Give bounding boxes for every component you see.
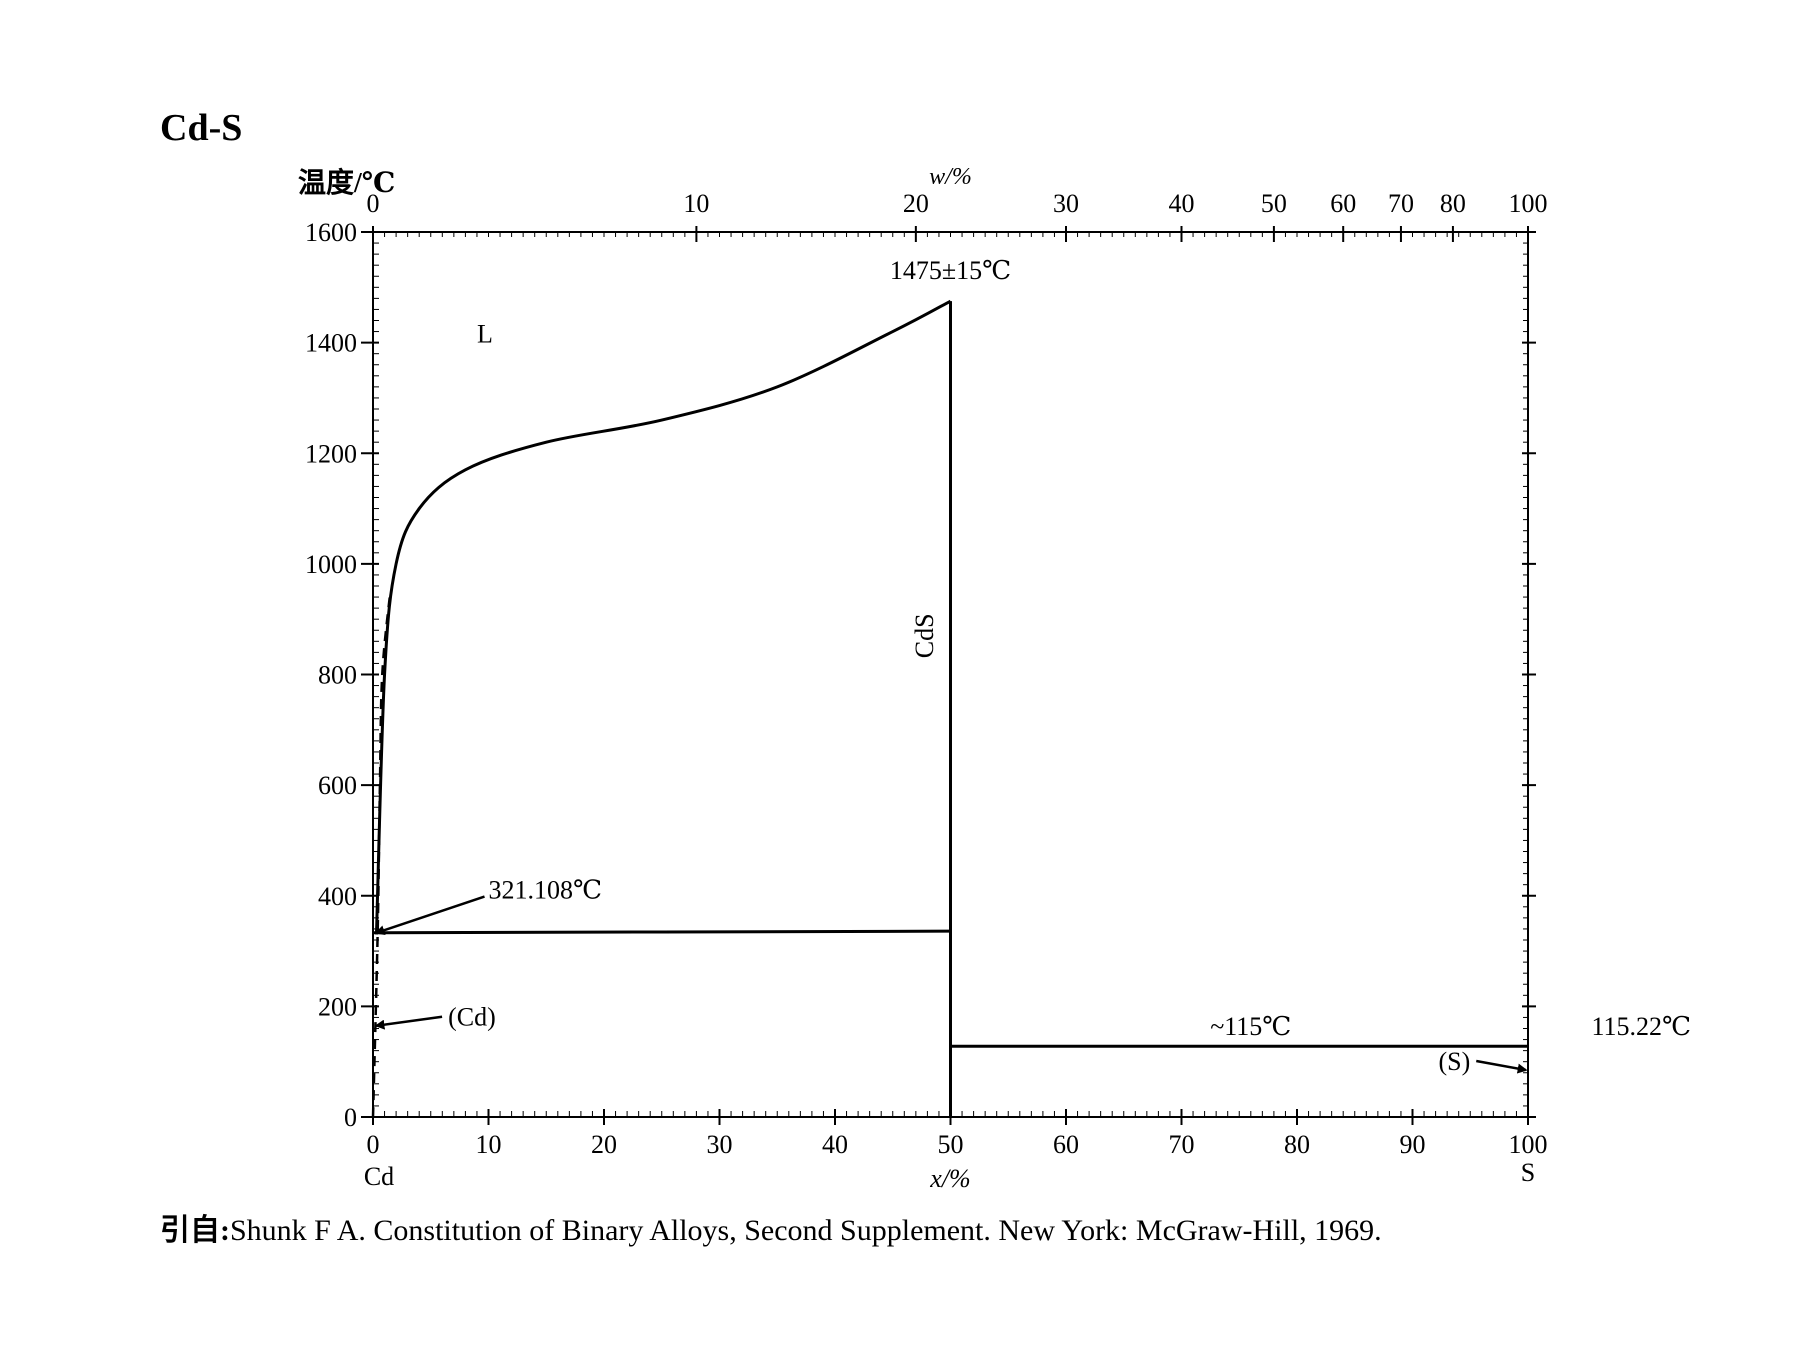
- annotation-arrow: [374, 1015, 443, 1030]
- x-end-label-left: Cd: [364, 1162, 394, 1191]
- liquidus-line: [374, 299, 952, 935]
- label-cd-phase: (Cd): [448, 1003, 496, 1032]
- x2-tick-label: 70: [1388, 189, 1414, 218]
- chart-title: Cd-S: [160, 107, 243, 149]
- annotation-arrow: [1476, 1059, 1528, 1074]
- y-tick-label: 1600: [305, 218, 357, 247]
- x-tick-label: 20: [591, 1130, 617, 1159]
- x2-axis-label: w/%: [929, 164, 972, 190]
- x-tick-label: 40: [822, 1130, 848, 1159]
- x2-tick-label: 40: [1169, 189, 1195, 218]
- x-tick-label: 30: [707, 1130, 733, 1159]
- x-axis-label: x/%: [929, 1164, 970, 1193]
- x2-tick-label: 10: [683, 189, 709, 218]
- y-tick-label: 400: [318, 882, 357, 911]
- citation-text: Shunk F A. Constitution of Binary Alloys…: [230, 1214, 1382, 1247]
- x2-tick-label: 100: [1509, 189, 1548, 218]
- y-tick-label: 200: [318, 992, 357, 1021]
- label-l: L: [477, 320, 493, 349]
- y-tick-label: 1400: [305, 329, 357, 358]
- y-tick-label: 0: [344, 1103, 357, 1132]
- x-end-label-right: S: [1521, 1158, 1535, 1187]
- label-s-phase: (S): [1438, 1047, 1470, 1076]
- y-tick-label: 1000: [305, 550, 357, 579]
- x2-tick-label: 0: [367, 189, 380, 218]
- x2-tick-label: 20: [903, 189, 929, 218]
- x2-tick-label: 30: [1053, 189, 1079, 218]
- x2-tick-label: 60: [1330, 189, 1356, 218]
- citation: 引自:Shunk F A. Constitution of Binary All…: [160, 1205, 1382, 1249]
- label-115: ~115℃: [1210, 1012, 1291, 1041]
- label-1475: 1475±15℃: [890, 256, 1011, 285]
- x-tick-label: 10: [476, 1130, 502, 1159]
- label-321: 321.108℃: [489, 876, 603, 905]
- label-cds: CdS: [910, 613, 939, 658]
- x-tick-label: 50: [938, 1130, 964, 1159]
- x-tick-label: 0: [367, 1130, 380, 1159]
- y-axis-label: 温度/℃: [298, 167, 395, 199]
- cd-solvus-dashed-line: [371, 591, 392, 1118]
- label-11522: 115.22℃: [1592, 1012, 1692, 1041]
- y-tick-label: 600: [318, 771, 357, 800]
- x-tick-label: 90: [1400, 1130, 1426, 1159]
- x-tick-label: 70: [1169, 1130, 1195, 1159]
- y-tick-label: 800: [318, 661, 357, 690]
- monotectic-line-321: [372, 929, 951, 935]
- y-tick-label: 1200: [305, 439, 357, 468]
- x-tick-label: 100: [1509, 1130, 1548, 1159]
- x-tick-label: 60: [1053, 1130, 1079, 1159]
- annotation-arrow: [374, 895, 485, 936]
- x-tick-label: 80: [1284, 1130, 1310, 1159]
- x2-tick-label: 80: [1440, 189, 1466, 218]
- citation-lead: 引自:: [160, 1214, 230, 1247]
- x2-tick-label: 50: [1261, 189, 1287, 218]
